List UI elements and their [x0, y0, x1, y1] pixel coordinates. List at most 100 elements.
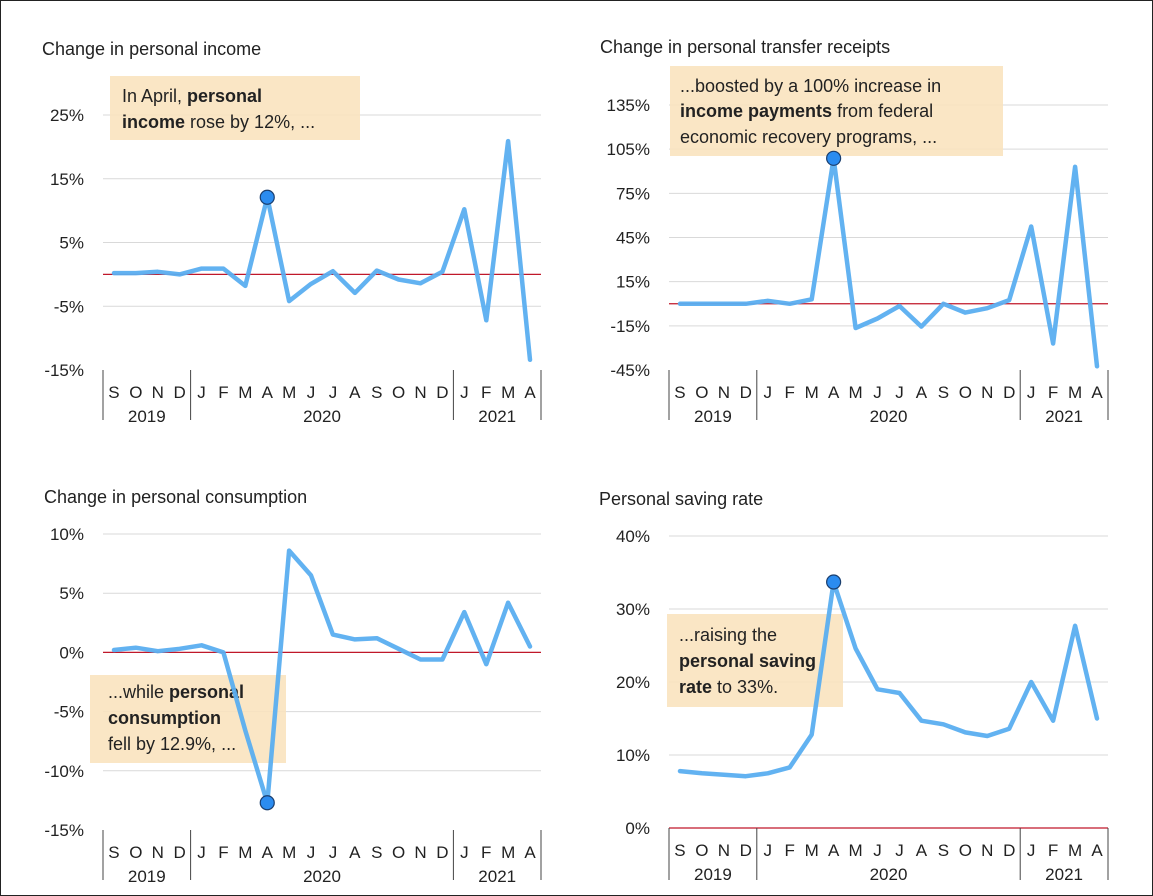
x-tick-label: S	[108, 383, 119, 402]
x-year-label: 2020	[870, 407, 908, 426]
x-tick-label: N	[718, 841, 730, 860]
highlight-point	[259, 795, 275, 811]
x-tick-label: J	[307, 383, 316, 402]
annotation-normal: ...boosted by a 100% increase in	[680, 76, 941, 96]
annotation-normal: to 33%.	[712, 677, 778, 697]
chart-panel-2: Change in personal transfer receipts 135%…	[600, 37, 1109, 426]
x-tick-label: J	[764, 383, 773, 402]
annotation-normal: In April,	[122, 86, 187, 106]
x-tick-label: A	[349, 843, 361, 862]
x-tick-label: A	[1091, 841, 1103, 860]
y-tick-label: 25%	[50, 106, 84, 125]
annotation-normal: ...raising the	[679, 625, 777, 645]
x-year-label: 2020	[303, 867, 341, 886]
x-tick-label: D	[740, 841, 752, 860]
x-tick-label: N	[152, 383, 164, 402]
annotation-text: In April, personal	[122, 86, 262, 106]
x-tick-label: O	[695, 383, 708, 402]
x-tick-label: J	[329, 843, 338, 862]
x-tick-label: O	[392, 383, 405, 402]
annotation-text: consumption	[108, 708, 221, 728]
x-tick-label: A	[916, 383, 928, 402]
annotation-box	[667, 614, 843, 707]
x-year-label: 2019	[694, 865, 732, 884]
annotation-box	[670, 66, 1003, 156]
x-year-label: 2021	[1045, 865, 1083, 884]
annotation-text: income rose by 12%, ...	[122, 112, 315, 132]
x-year-label: 2021	[478, 867, 516, 886]
x-year-label: 2019	[128, 407, 166, 426]
x-tick-label: N	[718, 383, 730, 402]
y-tick-label: -45%	[610, 361, 650, 380]
series-line	[677, 579, 1100, 779]
x-tick-label: S	[371, 383, 382, 402]
x-tick-label: D	[436, 843, 448, 862]
x-tick-label: O	[129, 843, 142, 862]
chart-title: Personal saving rate	[599, 489, 763, 509]
x-tick-label: A	[262, 383, 274, 402]
x-tick-label: J	[460, 383, 469, 402]
x-tick-label: M	[282, 383, 296, 402]
x-tick-label: F	[218, 843, 228, 862]
annotation-text: economic recovery programs, ...	[680, 127, 937, 147]
y-tick-label: 45%	[616, 229, 650, 248]
chart-panel-3: Change in personal consumption 10% 5% 0% -5%…	[44, 487, 542, 886]
y-tick-label: 5%	[59, 234, 84, 253]
x-tick-label: S	[938, 841, 949, 860]
x-tick-label: N	[981, 841, 993, 860]
x-tick-label: J	[1027, 383, 1036, 402]
x-tick-label: D	[1003, 383, 1015, 402]
x-tick-label: A	[828, 841, 840, 860]
x-tick-label: O	[695, 841, 708, 860]
x-tick-label: O	[392, 843, 405, 862]
x-tick-label: M	[501, 843, 515, 862]
y-tick-label: 10%	[616, 746, 650, 765]
x-tick-label: N	[152, 843, 164, 862]
x-tick-label: N	[981, 383, 993, 402]
x-tick-label: D	[436, 383, 448, 402]
y-tick-label: 75%	[616, 184, 650, 203]
x-tick-label: O	[129, 383, 142, 402]
x-year-label: 2021	[478, 407, 516, 426]
x-tick-label: M	[805, 841, 819, 860]
series-line	[111, 138, 533, 363]
x-tick-label: A	[349, 383, 361, 402]
x-tick-label: J	[895, 383, 904, 402]
annotation-normal: economic recovery programs, ...	[680, 127, 937, 147]
x-tick-label: D	[174, 383, 186, 402]
x-tick-label: D	[1003, 841, 1015, 860]
chart-panel-1: Change in personal income 25% 15% 5% -5% -15%…	[42, 39, 542, 426]
highlight-point	[259, 189, 275, 205]
x-tick-label: S	[938, 383, 949, 402]
annotation-normal: ...while	[108, 682, 169, 702]
y-tick-label: 5%	[59, 584, 84, 603]
y-tick-label: 10%	[50, 525, 84, 544]
annotation-text: income payments from federal	[680, 101, 933, 121]
x-tick-label: J	[873, 841, 882, 860]
x-year-label: 2019	[128, 867, 166, 886]
x-tick-label: O	[959, 841, 972, 860]
x-tick-label: F	[1048, 841, 1058, 860]
x-tick-label: J	[1027, 841, 1036, 860]
x-tick-label: F	[481, 843, 491, 862]
annotation-text: ...boosted by a 100% increase in	[680, 76, 941, 96]
x-tick-label: D	[174, 843, 186, 862]
x-tick-label: J	[764, 841, 773, 860]
x-tick-label: M	[238, 383, 252, 402]
y-tick-label: -15%	[44, 361, 84, 380]
annotation-normal: from federal	[832, 101, 933, 121]
x-tick-label: S	[674, 841, 685, 860]
y-tick-label: 15%	[50, 170, 84, 189]
x-tick-label: A	[916, 841, 928, 860]
x-year-label: 2020	[870, 865, 908, 884]
y-tick-label: 40%	[616, 527, 650, 546]
y-tick-label: 135%	[607, 96, 650, 115]
annotation-bold: income payments	[680, 101, 832, 121]
x-year-label: 2021	[1045, 407, 1083, 426]
x-tick-label: F	[218, 383, 228, 402]
y-tick-label: 0%	[625, 819, 650, 838]
annotation-text: personal saving	[679, 651, 816, 671]
y-tick-label: 105%	[607, 140, 650, 159]
